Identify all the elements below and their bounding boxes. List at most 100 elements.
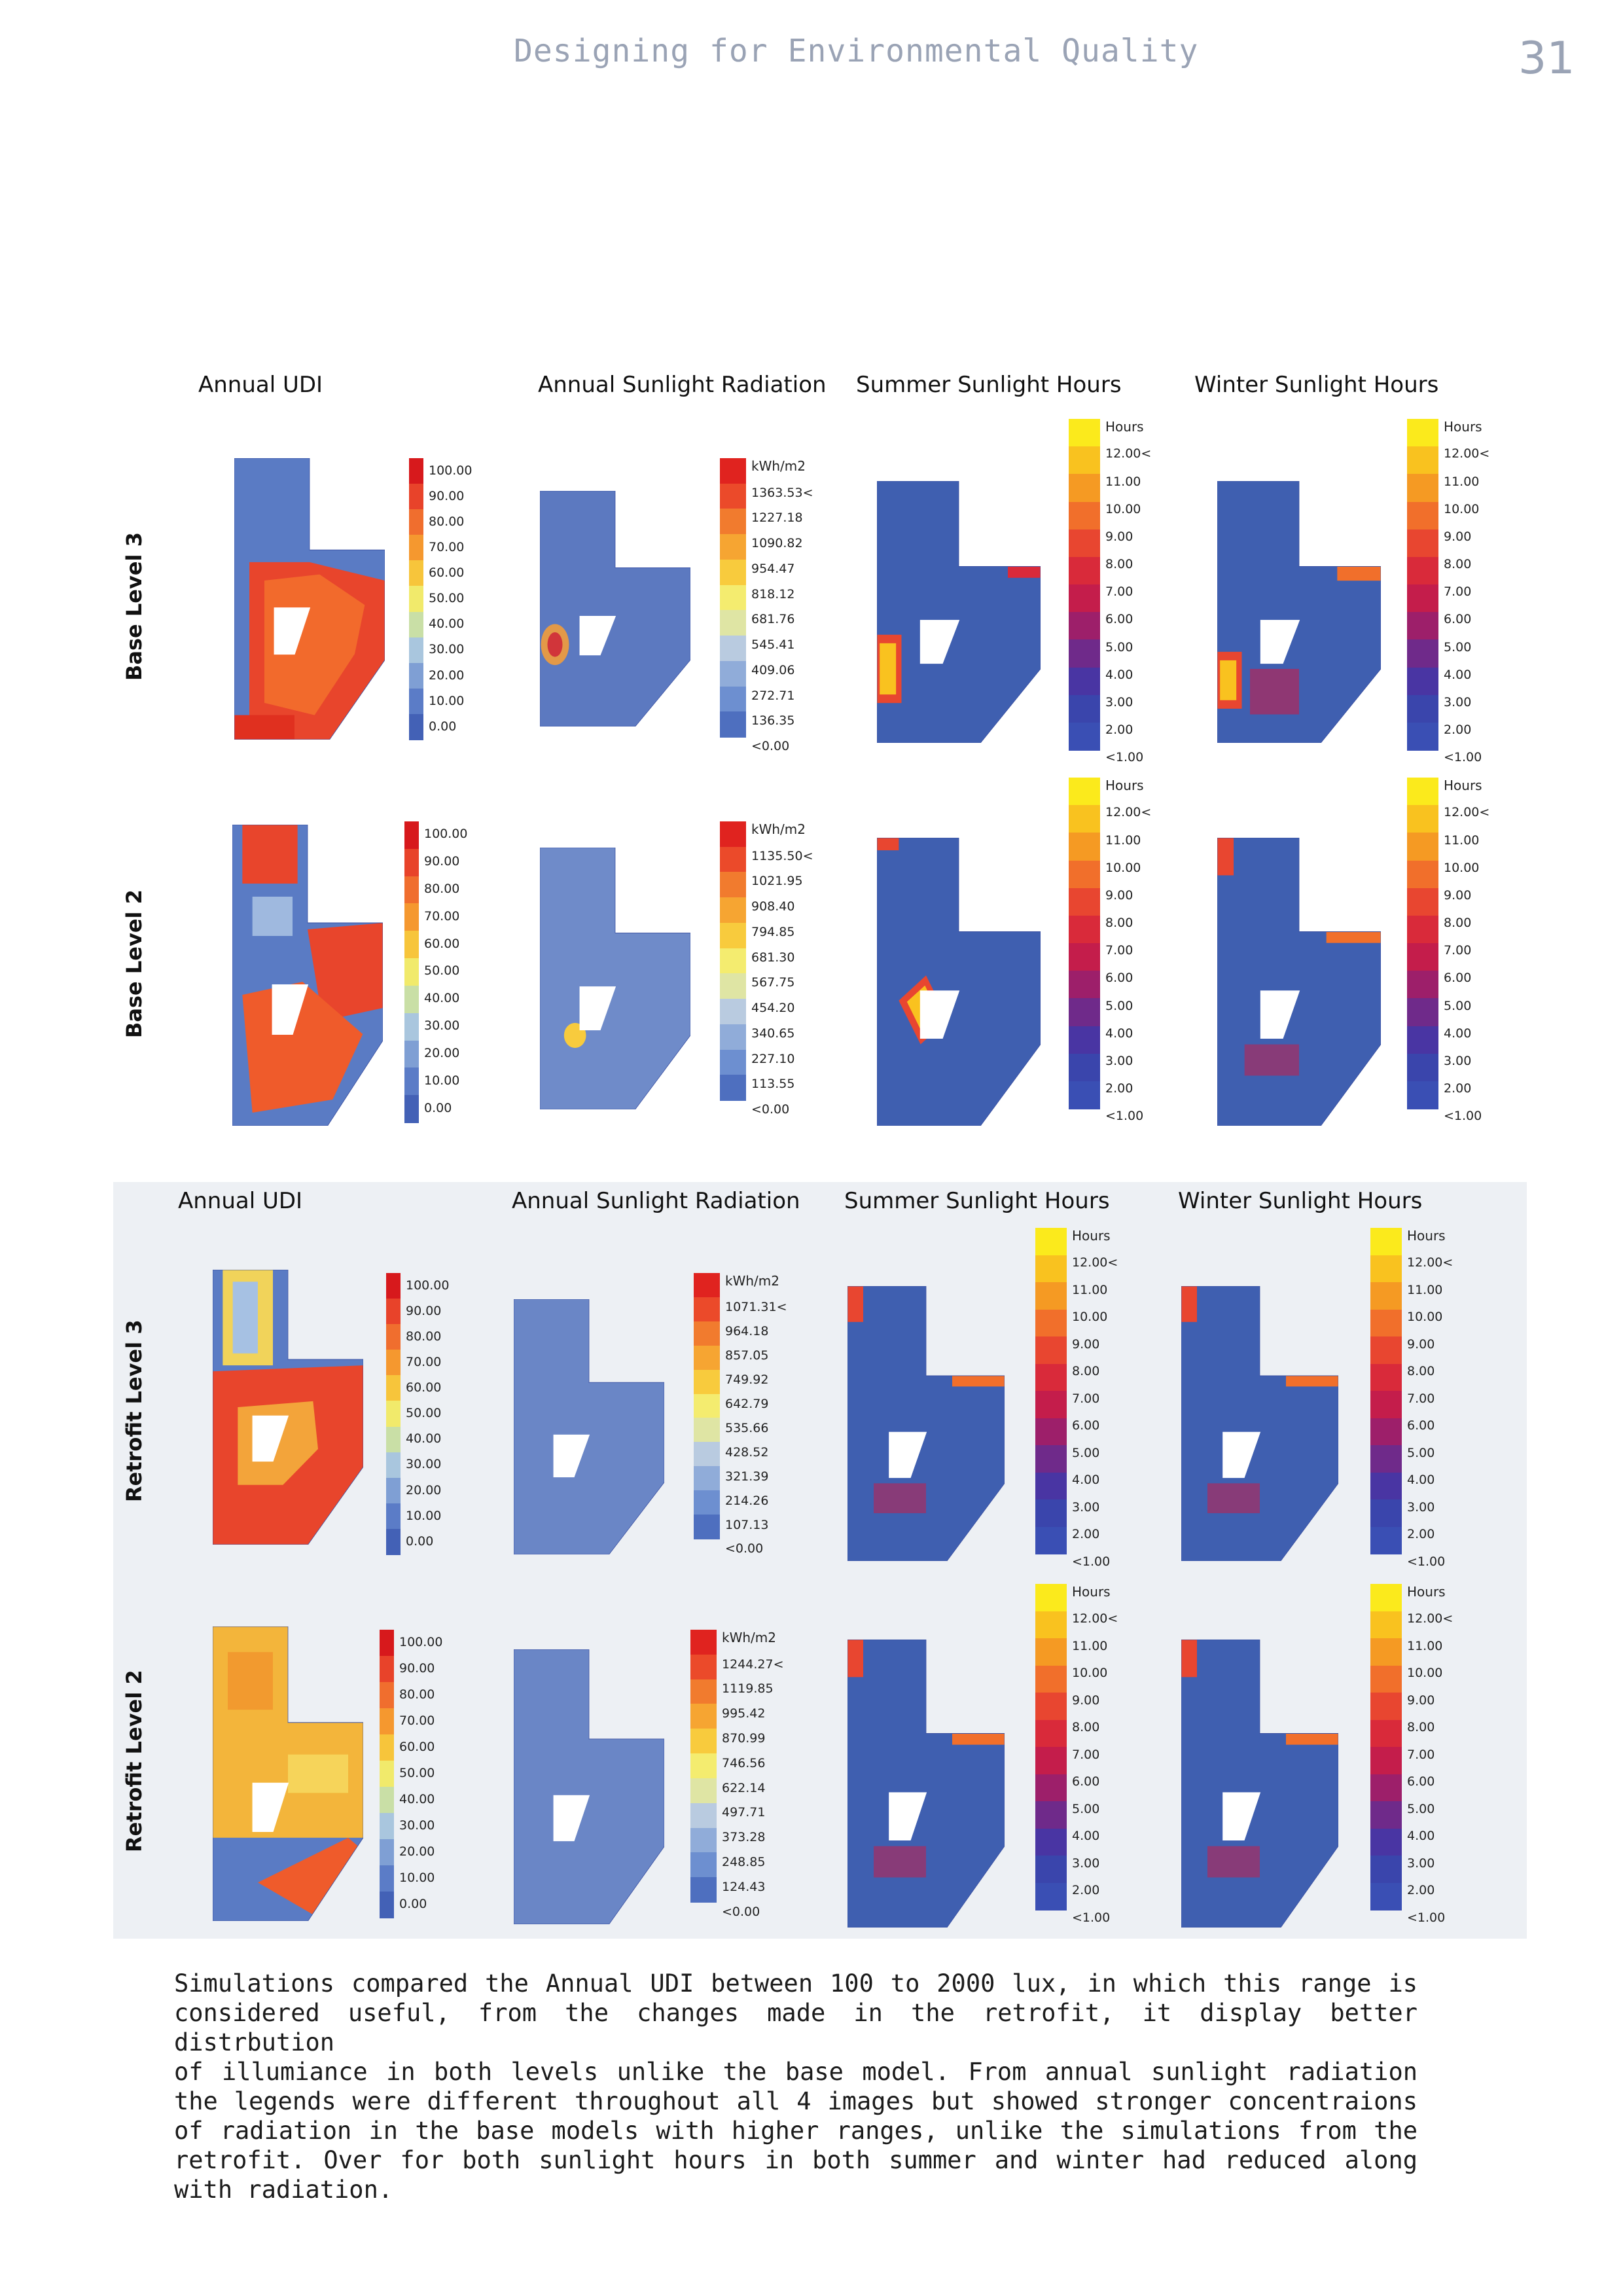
column-title-summer-hours: Summer Sunlight Hours: [856, 372, 1122, 398]
legend-label: 321.39: [725, 1469, 769, 1484]
legend-label: 2.00: [1407, 1883, 1435, 1898]
legend-swatch: [1035, 1584, 1067, 1612]
legend-swatch: [1069, 943, 1100, 972]
legend-label: 2.00: [1072, 1527, 1100, 1542]
legend-swatch: [720, 872, 746, 899]
legend-label: <1.00: [1444, 750, 1482, 765]
legend-swatch: [1069, 833, 1100, 861]
legend-swatch: [720, 846, 746, 873]
legend-label: 70.00: [424, 908, 460, 924]
legend-label: 90.00: [406, 1303, 442, 1318]
map-winter-hours-retrofit2: [1181, 1640, 1338, 1928]
legend-unit: Hours: [1105, 419, 1144, 435]
legend-label: 70.00: [399, 1713, 435, 1728]
legend-swatch: [1370, 1228, 1402, 1256]
legend-swatch: [1035, 1499, 1067, 1528]
legend-swatch: [690, 1827, 717, 1854]
legend-label: 2.00: [1444, 1081, 1472, 1096]
legend-swatch: [404, 903, 419, 932]
legend-label: 113.55: [751, 1077, 795, 1092]
legend-label: 622.14: [722, 1780, 766, 1795]
map-radiation-base2: [540, 848, 690, 1109]
legend-label: 10.00: [1407, 1310, 1443, 1325]
legend-label: 60.00: [399, 1740, 435, 1754]
legend-swatch: [1407, 529, 1438, 558]
legend-label: 40.00: [406, 1431, 442, 1446]
legend-swatch: [404, 931, 419, 960]
legend-label: 10.00: [1444, 860, 1480, 875]
legend-swatch: [1407, 943, 1438, 972]
legend-label: 10.00: [1444, 501, 1480, 516]
legend-swatch: [1370, 1584, 1402, 1612]
body-line: of radiation in the base models with hig…: [174, 2117, 1418, 2145]
legend-label: 12.00<: [1105, 446, 1152, 461]
legend-label: <1.00: [1105, 1109, 1144, 1124]
legend-swatch: [1370, 1638, 1402, 1666]
legend-label: 1071.31<: [725, 1300, 787, 1315]
legend-swatch: [386, 1299, 401, 1325]
legend-label: 908.40: [751, 899, 795, 914]
legend-label: 80.00: [424, 882, 460, 896]
legend-label: 1090.82: [751, 536, 803, 551]
legend-label: 2.00: [1407, 1527, 1435, 1542]
legend-swatch: [404, 985, 419, 1014]
legend-label: 8.00: [1444, 557, 1472, 572]
legend-swatch: [1407, 474, 1438, 503]
legend-label: 9.00: [1072, 1693, 1100, 1708]
legend-swatch: [386, 1503, 401, 1530]
legend-swatch: [694, 1442, 720, 1467]
legend-swatch: [1407, 556, 1438, 585]
legend-swatch: [1035, 1774, 1067, 1802]
legend-label: 20.00: [424, 1045, 460, 1060]
legend-swatch: [1370, 1418, 1402, 1446]
legend-label: 8.00: [1072, 1720, 1100, 1735]
legend-swatch: [1035, 1856, 1067, 1884]
legend-swatch: [386, 1375, 401, 1402]
column-title-annual-udi-retrofit: Annual UDI: [178, 1188, 303, 1214]
legend-swatch: [1069, 529, 1100, 558]
legend-swatch: [1370, 1309, 1402, 1337]
legend-swatch: [1069, 584, 1100, 613]
legend-swatch: [386, 1452, 401, 1479]
legend-swatch: [1069, 778, 1100, 806]
legend-label: 10.00: [1072, 1310, 1108, 1325]
legend-label: 5.00: [1444, 998, 1472, 1013]
legend-label: 7.00: [1072, 1747, 1100, 1762]
legend-swatch: [404, 848, 419, 877]
legend-label: <1.00: [1407, 1910, 1446, 1925]
legend-swatch: [1069, 971, 1100, 999]
legend-label: 2.00: [1444, 723, 1472, 738]
legend-swatch: [1069, 1053, 1100, 1082]
legend-label: 20.00: [399, 1844, 435, 1859]
legend-label: 10.00: [1407, 1666, 1443, 1681]
legend-swatch: [720, 1075, 746, 1101]
legend-label: 0.00: [429, 719, 457, 734]
map-radiation-retrofit2: [514, 1649, 664, 1924]
legend-swatch: [404, 1067, 419, 1096]
legend-swatch: [694, 1345, 720, 1371]
legend-label: 5.00: [1105, 639, 1133, 655]
body-line: with radiation.: [174, 2176, 393, 2204]
legend-label: 7.00: [1444, 584, 1472, 600]
map-winter-hours-base3: [1217, 481, 1381, 743]
legend-label: 11.00: [1105, 833, 1141, 848]
legend-swatch: [409, 688, 423, 715]
legend-label: 227.10: [751, 1051, 795, 1066]
legend-swatch: [380, 1839, 394, 1866]
legend-label: 12.00<: [1407, 1611, 1454, 1626]
legend-swatch: [1069, 860, 1100, 889]
legend-label: 3.00: [1407, 1856, 1435, 1871]
row-label-base-level-2: Base Level 2: [122, 889, 147, 1038]
legend-label: 749.92: [725, 1372, 769, 1388]
legend-label: 10.00: [406, 1508, 442, 1523]
body-line: the legends were different throughout al…: [174, 2087, 1418, 2115]
legend-label: 3.00: [1444, 1053, 1472, 1068]
legend-swatch: [1035, 1309, 1067, 1337]
legend-swatch: [380, 1734, 394, 1761]
legend-swatch: [409, 662, 423, 689]
legend-swatch: [690, 1778, 717, 1804]
legend-label: 100.00: [429, 463, 473, 478]
legend-label: 4.00: [1407, 1829, 1435, 1844]
legend-swatch: [1069, 805, 1100, 834]
legend-swatch: [1407, 446, 1438, 475]
